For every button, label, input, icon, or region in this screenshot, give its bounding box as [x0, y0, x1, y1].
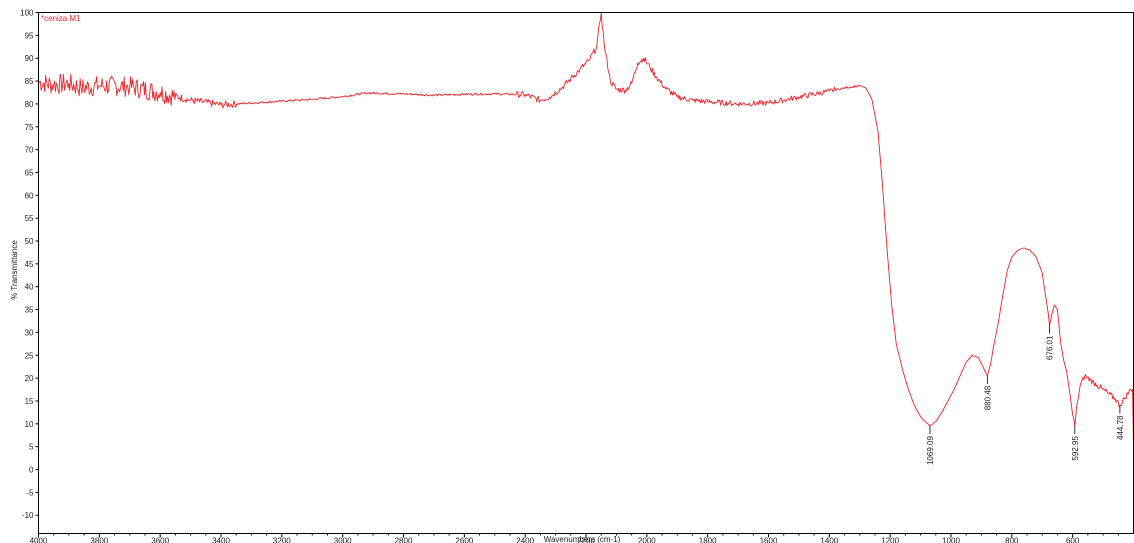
y-tick-label: 90 — [25, 54, 34, 63]
y-tick-label: 95 — [25, 31, 34, 40]
y-tick-label: 15 — [25, 397, 34, 406]
y-tick-label: 70 — [25, 146, 34, 155]
x-tick-label: 2400 — [516, 537, 534, 543]
peak-label: 1069.09 — [926, 436, 935, 465]
y-tick-label: 20 — [25, 374, 34, 383]
y-tick-label: 55 — [25, 214, 34, 223]
y-tick-label: 75 — [25, 123, 34, 132]
peak-label: 592.95 — [1071, 436, 1080, 461]
x-tick-label: 4000 — [30, 537, 48, 543]
x-tick-label: 1600 — [760, 537, 778, 543]
y-axis-title: % Transmittance — [10, 240, 19, 300]
y-tick-label: 40 — [25, 283, 34, 292]
y-tick-label: 25 — [25, 351, 34, 360]
y-tick-label: 5 — [29, 443, 34, 452]
x-tick-label: 1800 — [699, 537, 717, 543]
x-tick-label: 2000 — [638, 537, 656, 543]
y-tick-label: 60 — [25, 191, 34, 200]
y-tick-label: 0 — [29, 466, 34, 475]
peak-labels: 1069.09 880.48 676.01 592.95 444.78 — [926, 325, 1125, 465]
x-tick-label: 600 — [1066, 537, 1080, 543]
peak-label: 880.48 — [983, 385, 992, 410]
x-tick-label: 3000 — [334, 537, 352, 543]
x-tick-label: 3400 — [212, 537, 230, 543]
y-tick-label: 85 — [25, 77, 34, 86]
y-axis-ticks: 1009590858075706560555045403530252015105… — [20, 9, 39, 520]
y-tick-label: 45 — [25, 260, 34, 269]
x-tick-label: 2600 — [455, 537, 473, 543]
y-tick-label: 80 — [25, 100, 34, 109]
x-tick-label: 2800 — [395, 537, 413, 543]
peak-label: 444.78 — [1116, 415, 1125, 440]
y-tick-label: 100 — [20, 9, 34, 18]
x-tick-label: 1000 — [942, 537, 960, 543]
peak-label: 676.01 — [1046, 335, 1055, 360]
y-tick-label: 10 — [25, 420, 34, 429]
x-tick-label: 2200 — [577, 537, 595, 543]
x-tick-label: 1400 — [820, 537, 838, 543]
x-axis-title: Wavenumbers (cm-1) — [544, 535, 621, 543]
y-tick-label: -10 — [22, 511, 34, 520]
x-tick-label: 800 — [1005, 537, 1019, 543]
x-tick-label: 3800 — [90, 537, 108, 543]
y-tick-label: 50 — [25, 237, 34, 246]
y-tick-label: -5 — [26, 488, 34, 497]
x-tick-label: 1200 — [881, 537, 899, 543]
x-axis-ticks: 4000 3800 3600 3400 3200 3000 2800 2600 2400 2200… — [30, 533, 1119, 543]
x-tick-label: 3200 — [273, 537, 291, 543]
y-tick-label: 35 — [25, 306, 34, 315]
y-tick-label: 65 — [25, 168, 34, 177]
y-tick-label: 30 — [25, 328, 34, 337]
spectrum-line — [38, 12, 1134, 447]
x-tick-label: 3600 — [151, 537, 169, 543]
series-title: *ceniza M1 — [41, 14, 81, 23]
